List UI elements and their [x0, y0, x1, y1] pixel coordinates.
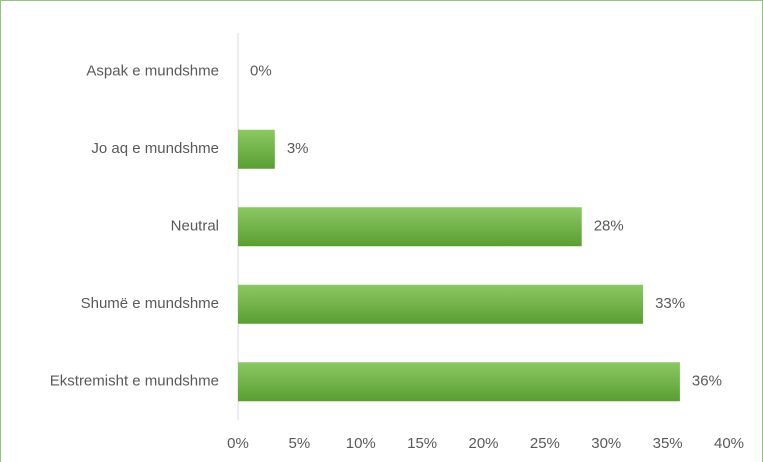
bar: [238, 284, 644, 324]
category-label: Jo aq e mundshme: [91, 140, 219, 157]
data-label: 3%: [287, 140, 309, 157]
data-label: 28%: [594, 218, 624, 235]
x-tick-label: 35%: [653, 435, 683, 452]
x-tick-label: 30%: [591, 435, 621, 452]
x-tick-label: 25%: [530, 435, 560, 452]
category-label: Shumë e mundshme: [81, 295, 219, 312]
x-tick-label: 15%: [407, 435, 437, 452]
bars: [238, 129, 680, 402]
x-tick-label: 20%: [468, 435, 498, 452]
bar: [238, 362, 680, 402]
x-tick-label: 40%: [714, 435, 744, 452]
category-label: Ekstremisht e mundshme: [50, 373, 219, 390]
x-tick-label: 5%: [289, 435, 311, 452]
x-tick-label: 0%: [227, 435, 249, 452]
x-tick-label: 10%: [346, 435, 376, 452]
data-label: 33%: [655, 295, 685, 312]
category-label: Aspak e mundshme: [86, 63, 219, 80]
labels: 0% 5% 10% 15% 20% 25% 30% 35% 40% Aspak e mundshm…: [50, 63, 744, 452]
data-label: 0%: [250, 63, 272, 80]
data-label: 36%: [692, 373, 722, 390]
bar: [238, 207, 582, 247]
category-label: Neutral: [171, 218, 219, 235]
bar: [238, 129, 275, 169]
